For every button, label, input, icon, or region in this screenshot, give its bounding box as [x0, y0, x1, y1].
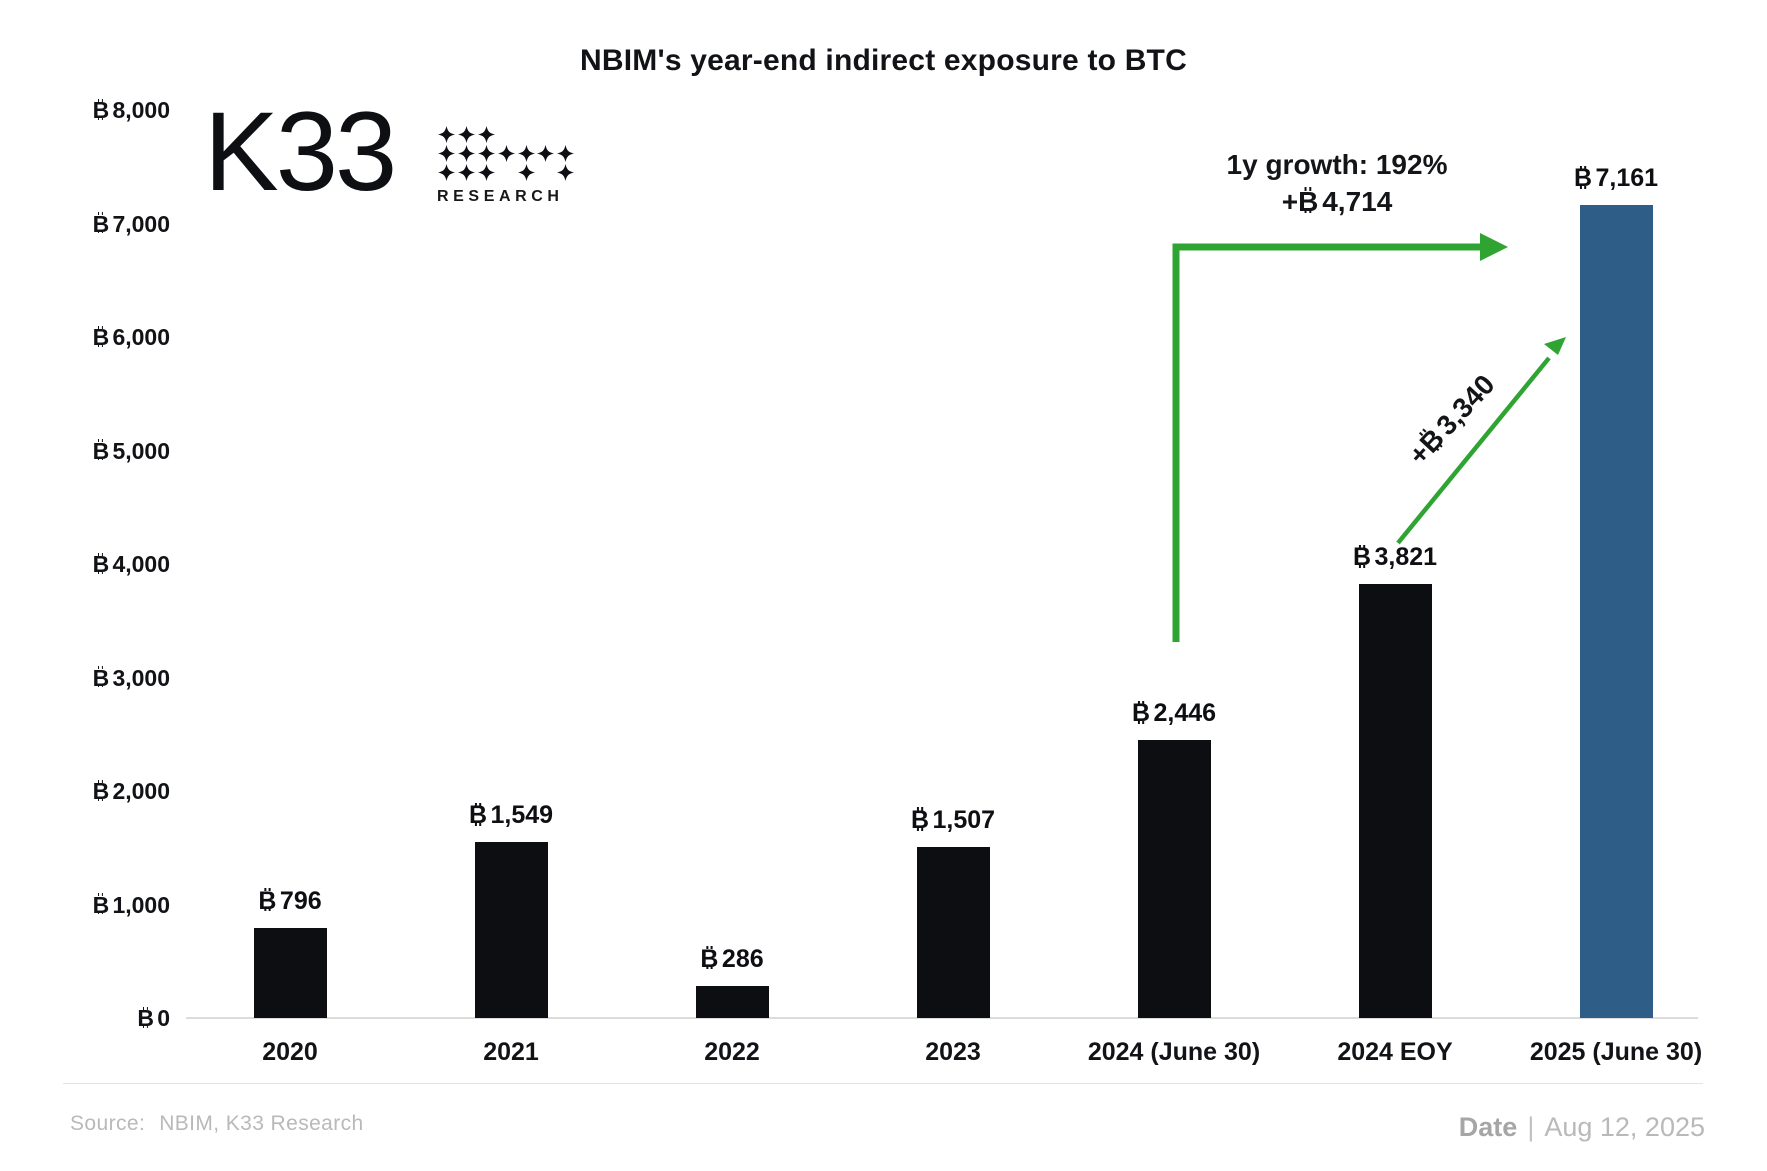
y-tick-label: B 5,000	[92, 437, 170, 464]
star-glyph-icon	[477, 163, 497, 182]
btc-symbol-icon: B	[258, 886, 277, 915]
star-glyph-icon	[496, 144, 516, 163]
x-axis-baseline	[186, 1017, 1698, 1019]
btc-symbol-icon: B	[92, 551, 110, 577]
y-tick-label: B 4,000	[92, 551, 170, 577]
star-glyph-icon	[477, 125, 497, 144]
growth-annotation-line1: 1y growth: 192%	[1226, 149, 1448, 180]
star-glyph-icon	[516, 163, 536, 182]
x-axis-label: 2025 (June 30)	[1529, 1038, 1703, 1066]
btc-symbol-icon: B	[468, 801, 487, 830]
bar-value-label: B 1,549	[468, 801, 554, 830]
y-tick-label: B 2,000	[92, 778, 170, 804]
btc-symbol-icon: B	[92, 324, 110, 350]
star-glyph-icon	[477, 144, 497, 163]
star-glyph-icon	[516, 144, 536, 163]
bar-2023	[916, 846, 990, 1018]
star-glyph-icon	[437, 163, 457, 182]
star-grid-gap	[496, 163, 516, 182]
btc-symbol-icon: B	[1131, 699, 1150, 728]
bar-value-label: B 796	[258, 886, 322, 915]
btc-symbol-icon: B	[137, 1005, 154, 1031]
y-tick-label: B 7,000	[92, 210, 170, 237]
x-axis-label: 2022	[704, 1038, 760, 1066]
btc-symbol-icon: B	[92, 437, 110, 464]
source-text: Source: NBIM, K33 Research	[70, 1112, 364, 1136]
btc-symbol-icon: B	[92, 210, 110, 237]
star-glyph-icon	[437, 144, 457, 163]
star-grid-gap	[536, 125, 556, 144]
btc-symbol-icon: B	[1352, 543, 1371, 572]
bar-2025 (June 30)	[1579, 205, 1653, 1018]
x-axis-label: 2023	[925, 1038, 981, 1066]
star-glyph-icon	[536, 144, 556, 163]
date-label: Date	[1458, 1112, 1518, 1142]
growth-annotation-line2: +B 4,714	[1281, 186, 1393, 217]
y-tick-label: B 6,000	[92, 324, 170, 350]
star-glyph-icon	[437, 125, 457, 144]
k33-stars-icon	[437, 125, 576, 183]
x-axis-label: 2024 EOY	[1337, 1038, 1453, 1066]
source-value: NBIM, K33 Research	[159, 1112, 364, 1135]
star-glyph-icon	[457, 125, 477, 144]
star-grid-gap	[536, 163, 556, 182]
btc-symbol-icon: B	[92, 664, 110, 691]
btc-symbol-icon: B	[700, 944, 719, 973]
bar-2024 (June 30)	[1137, 740, 1211, 1018]
date-text: Date | Aug 12, 2025	[1459, 1112, 1705, 1143]
footer-divider	[63, 1083, 1703, 1084]
bar-2022	[695, 985, 769, 1018]
star-glyph-icon	[556, 163, 576, 182]
star-grid-gap	[516, 125, 536, 144]
btc-symbol-icon: B	[1298, 186, 1319, 217]
bar-value-label: B 7,161	[1573, 164, 1659, 193]
y-tick-label: B 3,000	[92, 664, 170, 691]
btc-symbol-icon: B	[92, 778, 110, 804]
bar-value-label: B 3,821	[1352, 543, 1438, 572]
source-label: Source:	[70, 1112, 146, 1135]
star-glyph-icon	[556, 144, 576, 163]
star-glyph-icon	[457, 163, 477, 182]
bar-2021	[474, 842, 548, 1018]
btc-symbol-icon: B	[92, 891, 110, 918]
star-grid-gap	[496, 125, 516, 144]
bar-value-label: B 1,507	[910, 805, 996, 834]
bar-value-label: B 2,446	[1131, 699, 1217, 728]
bar-value-label: B 286	[700, 944, 764, 973]
btc-symbol-icon: B	[92, 97, 110, 123]
star-grid-gap	[556, 125, 576, 144]
bar-2024 EOY	[1358, 584, 1432, 1018]
diagonal-growth-label: +B3,340	[1402, 368, 1501, 471]
k33-brand-text: K33	[204, 89, 397, 214]
x-axis-label: 2020	[262, 1038, 318, 1066]
star-glyph-icon	[457, 144, 477, 163]
date-value: Aug 12, 2025	[1544, 1112, 1705, 1142]
page-title: NBIM's year-end indirect exposure to BTC	[580, 44, 1187, 77]
growth-annotation: 1y growth: 192% +B 4,714	[1227, 146, 1448, 220]
bar-2020	[253, 927, 327, 1018]
y-tick-label: B 1,000	[92, 891, 170, 918]
k33-research-label: RESEARCH	[437, 187, 564, 205]
elbow-growth-arrow-icon	[1172, 233, 1508, 642]
btc-symbol-icon: B	[910, 805, 929, 834]
k33-logo: K33 RESEARCH	[204, 89, 575, 214]
y-tick-label: B 8,000	[92, 97, 170, 123]
btc-symbol-icon: B	[1573, 164, 1592, 193]
date-separator: |	[1527, 1112, 1535, 1142]
x-axis-label: 2021	[483, 1038, 539, 1066]
x-axis-label: 2024 (June 30)	[1087, 1038, 1261, 1066]
